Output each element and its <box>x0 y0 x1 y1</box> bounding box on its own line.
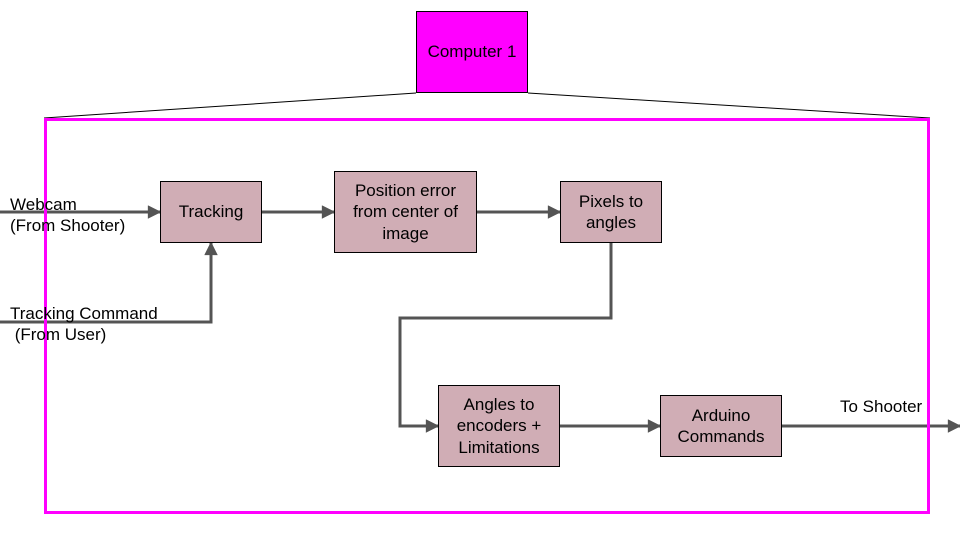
node-arduino: Arduino Commands <box>660 395 782 457</box>
label-webcam: Webcam (From Shooter) <box>10 194 125 237</box>
label-toshooter: To Shooter <box>840 396 922 417</box>
node-label-pix2ang: Pixels to angles <box>579 191 643 234</box>
label-trackcmd: Tracking Command (From User) <box>10 303 158 346</box>
node-label-tracking: Tracking <box>179 201 244 222</box>
node-pix2ang: Pixels to angles <box>560 181 662 243</box>
title-box: Computer 1 <box>416 11 528 93</box>
node-label-arduino: Arduino Commands <box>678 405 765 448</box>
diagram-canvas: Computer 1 Tracking Position error from ce… <box>0 0 960 540</box>
node-poserr: Position error from center of image <box>334 171 477 253</box>
title-label: Computer 1 <box>428 41 517 62</box>
node-ang2enc: Angles to encoders + Limitations <box>438 385 560 467</box>
node-label-poserr: Position error from center of image <box>353 180 458 244</box>
node-label-ang2enc: Angles to encoders + Limitations <box>457 394 542 458</box>
node-tracking: Tracking <box>160 181 262 243</box>
